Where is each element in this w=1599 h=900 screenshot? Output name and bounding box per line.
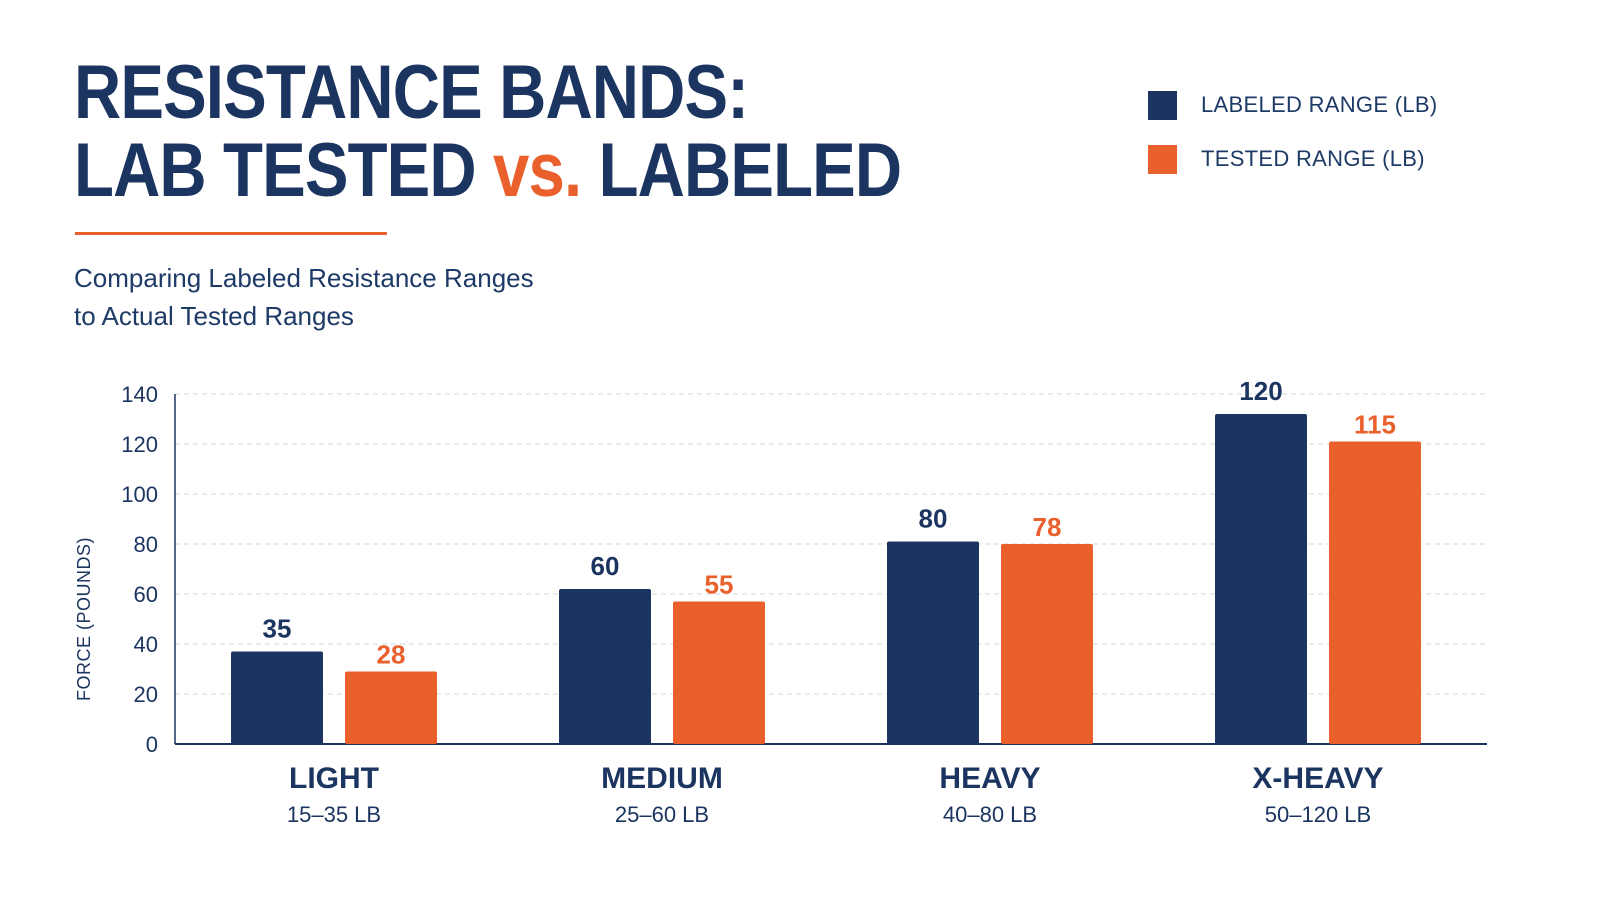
x-tick-label: MEDIUM xyxy=(601,762,723,795)
x-tick-label: X-HEAVY xyxy=(1252,762,1383,795)
x-tick-sublabel: 25–60 LB xyxy=(615,802,709,827)
legend-label-tested: TESTED RANGE (LB) xyxy=(1201,146,1425,171)
legend-swatch-labeled xyxy=(1148,90,1177,120)
data-label: 120 xyxy=(1239,376,1282,406)
bar-tested-medium xyxy=(673,601,765,744)
title-underline xyxy=(75,232,387,235)
legend: LABELED RANGE (LB) TESTED RANGE (LB) xyxy=(1148,88,1437,196)
title-line-2-end: LABELED xyxy=(581,128,902,213)
y-tick-label: 100 xyxy=(121,482,158,507)
y-tick-label: 140 xyxy=(121,382,158,407)
y-tick-label: 60 xyxy=(134,582,158,607)
data-label: 55 xyxy=(705,570,734,600)
title-line-1: RESISTANCE BANDS: xyxy=(74,50,749,135)
y-tick-label: 40 xyxy=(134,632,158,657)
x-tick-label: LIGHT xyxy=(289,762,379,795)
y-tick-label: 0 xyxy=(146,732,158,757)
bar-labeled-x-heavy xyxy=(1215,414,1307,744)
bar-labeled-light xyxy=(231,651,323,744)
x-tick-label: HEAVY xyxy=(939,762,1040,795)
y-axis-label: FORCE (POUNDS) xyxy=(74,537,94,701)
legend-item-labeled: LABELED RANGE (LB) xyxy=(1148,88,1437,122)
data-label: 80 xyxy=(919,504,948,534)
data-label: 35 xyxy=(263,614,292,644)
data-label: 60 xyxy=(591,551,620,581)
chart-title: RESISTANCE BANDS: LAB TESTED vs. LABELED xyxy=(74,50,902,210)
chart-subtitle: Comparing Labeled Resistance Ranges to A… xyxy=(74,263,534,331)
x-tick-sublabel: 40–80 LB xyxy=(943,802,1037,827)
bar-tested-light xyxy=(345,671,437,744)
x-tick-sublabel: 50–120 LB xyxy=(1265,802,1371,827)
y-tick-label: 20 xyxy=(134,682,158,707)
bar-labeled-heavy xyxy=(887,541,979,744)
bar-labeled-medium xyxy=(559,589,651,744)
x-tick-sublabel: 15–35 LB xyxy=(287,802,381,827)
bar-tested-heavy xyxy=(1001,544,1093,744)
data-label: 28 xyxy=(377,640,406,670)
title-line-2-start: LAB TESTED xyxy=(74,128,494,213)
bar-tested-x-heavy xyxy=(1329,441,1421,744)
title-vs: vs. xyxy=(493,128,582,213)
legend-item-tested: TESTED RANGE (LB) xyxy=(1148,142,1437,176)
legend-swatch-tested xyxy=(1148,144,1177,174)
data-label: 115 xyxy=(1354,410,1396,440)
y-tick-label: 80 xyxy=(134,532,158,557)
data-label: 78 xyxy=(1033,512,1062,542)
title-line-2: LAB TESTED vs. LABELED xyxy=(74,132,902,210)
y-tick-label: 120 xyxy=(121,432,158,457)
legend-label-labeled: LABELED RANGE (LB) xyxy=(1201,92,1438,117)
